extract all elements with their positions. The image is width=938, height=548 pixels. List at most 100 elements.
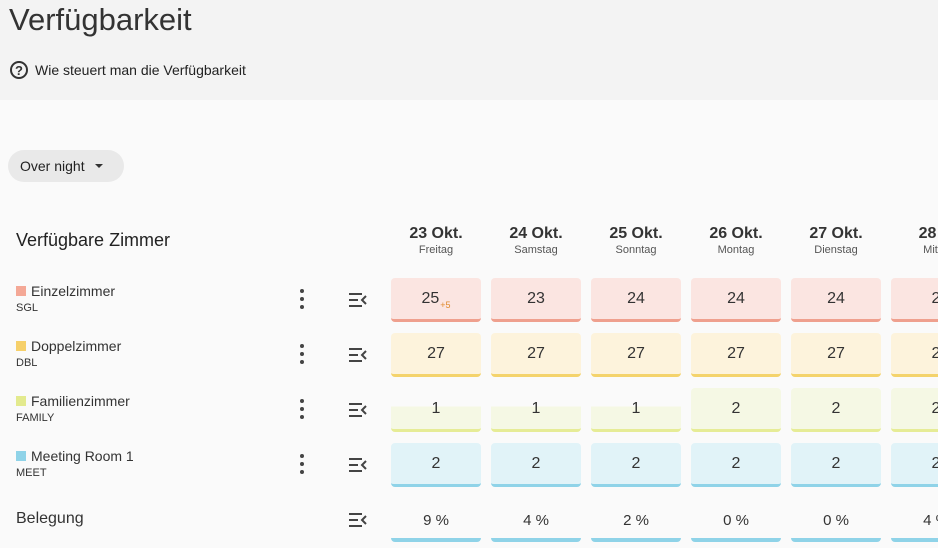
availability-cell[interactable]: 27 [591, 333, 681, 377]
availability-value: 27 [827, 344, 845, 362]
availability-cell[interactable]: 27 [791, 333, 881, 377]
room-color-swatch [16, 396, 26, 406]
availability-cell[interactable]: 23 [491, 278, 581, 322]
room-code: SGL [16, 302, 39, 314]
availability-cells: 25 +5 23 24 24 24 2 [391, 278, 938, 322]
availability-cell[interactable]: 24 [691, 278, 781, 322]
occupancy-cell: 9 % [391, 498, 481, 542]
sort-rows-icon[interactable] [348, 347, 368, 363]
occupancy-cell: 4 % [491, 498, 581, 542]
availability-cell[interactable]: 2 [591, 443, 681, 487]
availability-cell[interactable]: 25 +5 [391, 278, 481, 322]
availability-value: 1 [631, 399, 641, 417]
availability-cell[interactable]: 24 [791, 278, 881, 322]
availability-cell[interactable]: 2 [691, 388, 781, 432]
occupancy-value: 4 % [523, 511, 549, 529]
room-row-familienzimmer: Familienzimmer FAMILY 1 1 1 2 2 2 [0, 388, 938, 434]
date-header: 23 Okt. Freitag 24 Okt. Samstag 25 Okt. Son… [386, 224, 938, 256]
header: Verfügbarkeit ? Wie steuert man die Verf… [0, 0, 938, 100]
room-name-label: Meeting Room 1 [31, 448, 134, 464]
occupancy-cell: 0 % [791, 498, 881, 542]
sort-rows-icon[interactable] [348, 402, 368, 418]
weekday-label: Mittw [923, 244, 938, 256]
availability-value: 2 [831, 399, 841, 417]
availability-cell[interactable]: 2 [891, 443, 938, 487]
availability-value: 27 [627, 344, 645, 362]
occupancy-row: Belegung 9 % 4 % 2 % 0 % 0 % 4 % [0, 498, 938, 544]
room-color-swatch [16, 286, 26, 296]
occupancy-label: Belegung [16, 510, 84, 527]
availability-cell[interactable]: 24 [591, 278, 681, 322]
sort-rows-icon[interactable] [348, 512, 368, 528]
availability-value: 2 [931, 399, 938, 417]
weekday-label: Sonntag [615, 244, 657, 256]
room-name: Familienzimmer [16, 393, 130, 409]
availability-value: 2 [731, 399, 741, 417]
availability-value: 25 [421, 289, 440, 307]
room-code: MEET [16, 467, 47, 479]
availability-cell[interactable]: 2 [891, 278, 938, 322]
availability-cell[interactable]: 2 [791, 388, 881, 432]
date-column-header: 27 Okt. Dienstag [786, 224, 886, 256]
section-title: Verfügbare Zimmer [16, 230, 171, 250]
more-vert-icon[interactable] [296, 289, 308, 309]
date-label: 27 Okt. [809, 225, 863, 242]
availability-cell[interactable]: 27 [391, 333, 481, 377]
weekday-label: Samstag [514, 244, 558, 256]
help-circle-icon: ? [10, 61, 28, 79]
availability-value: 1 [431, 399, 441, 417]
date-label: 24 Okt. [509, 225, 563, 242]
room-name: Meeting Room 1 [16, 448, 134, 464]
weekday-label: Freitag [418, 244, 454, 256]
caret-down-icon [94, 164, 103, 168]
availability-value: 2 [531, 454, 541, 472]
help-link[interactable]: ? Wie steuert man die Verfügbarkeit [10, 59, 246, 81]
availability-value: 27 [427, 344, 445, 362]
occupancy-value: 9 % [423, 511, 449, 529]
availability-cell[interactable]: 1 [491, 388, 581, 432]
availability-cells: 2 2 2 2 2 2 [391, 443, 938, 487]
availability-value: 2 [731, 454, 741, 472]
availability-cell[interactable]: 1 [391, 388, 481, 432]
room-name-label: Familienzimmer [31, 393, 130, 409]
availability-cell[interactable]: 1 [591, 388, 681, 432]
availability-value: 27 [727, 344, 745, 362]
occupancy-bar [691, 538, 781, 542]
occupancy-bar [391, 538, 481, 542]
occupancy-cell: 2 % [591, 498, 681, 542]
room-row-einzelzimmer: Einzelzimmer SGL 25 +5 23 24 24 24 2 [0, 278, 938, 324]
room-row-doppelzimmer: Doppelzimmer DBL 27 27 27 27 27 2 [0, 333, 938, 379]
date-label: 26 Okt. [709, 225, 763, 242]
weekday-label: Montag [717, 244, 755, 256]
occupancy-value: 0 % [723, 511, 749, 529]
availability-value: 2 [931, 344, 938, 362]
room-name-label: Doppelzimmer [31, 338, 122, 354]
availability-cell[interactable]: 2 [491, 443, 581, 487]
room-code: FAMILY [16, 412, 55, 424]
availability-cell[interactable]: 27 [491, 333, 581, 377]
availability-cell[interactable]: 27 [691, 333, 781, 377]
page-title: Verfügbarkeit [9, 2, 192, 37]
sort-rows-icon[interactable] [348, 292, 368, 308]
date-column-header: 23 Okt. Freitag [386, 224, 486, 256]
availability-cell[interactable]: 2 [891, 388, 938, 432]
availability-value: 2 [831, 454, 841, 472]
availability-cell[interactable]: 2 [391, 443, 481, 487]
occupancy-bar [491, 538, 581, 542]
date-label: 25 Okt. [609, 225, 663, 242]
weekday-label: Dienstag [814, 244, 858, 256]
availability-delta: +5 [440, 299, 451, 310]
availability-cell[interactable]: 2 [791, 443, 881, 487]
availability-cell[interactable]: 2 [891, 333, 938, 377]
more-vert-icon[interactable] [296, 454, 308, 474]
sort-rows-icon[interactable] [348, 457, 368, 473]
availability-value: 2 [931, 289, 938, 307]
availability-value: 27 [527, 344, 545, 362]
room-color-swatch [16, 341, 26, 351]
date-label: 28 O [918, 225, 938, 242]
more-vert-icon[interactable] [296, 399, 308, 419]
period-filter-dropdown[interactable]: Over night [8, 150, 124, 182]
availability-cell[interactable]: 2 [691, 443, 781, 487]
more-vert-icon[interactable] [296, 344, 308, 364]
occupancy-value: 2 % [623, 511, 649, 529]
